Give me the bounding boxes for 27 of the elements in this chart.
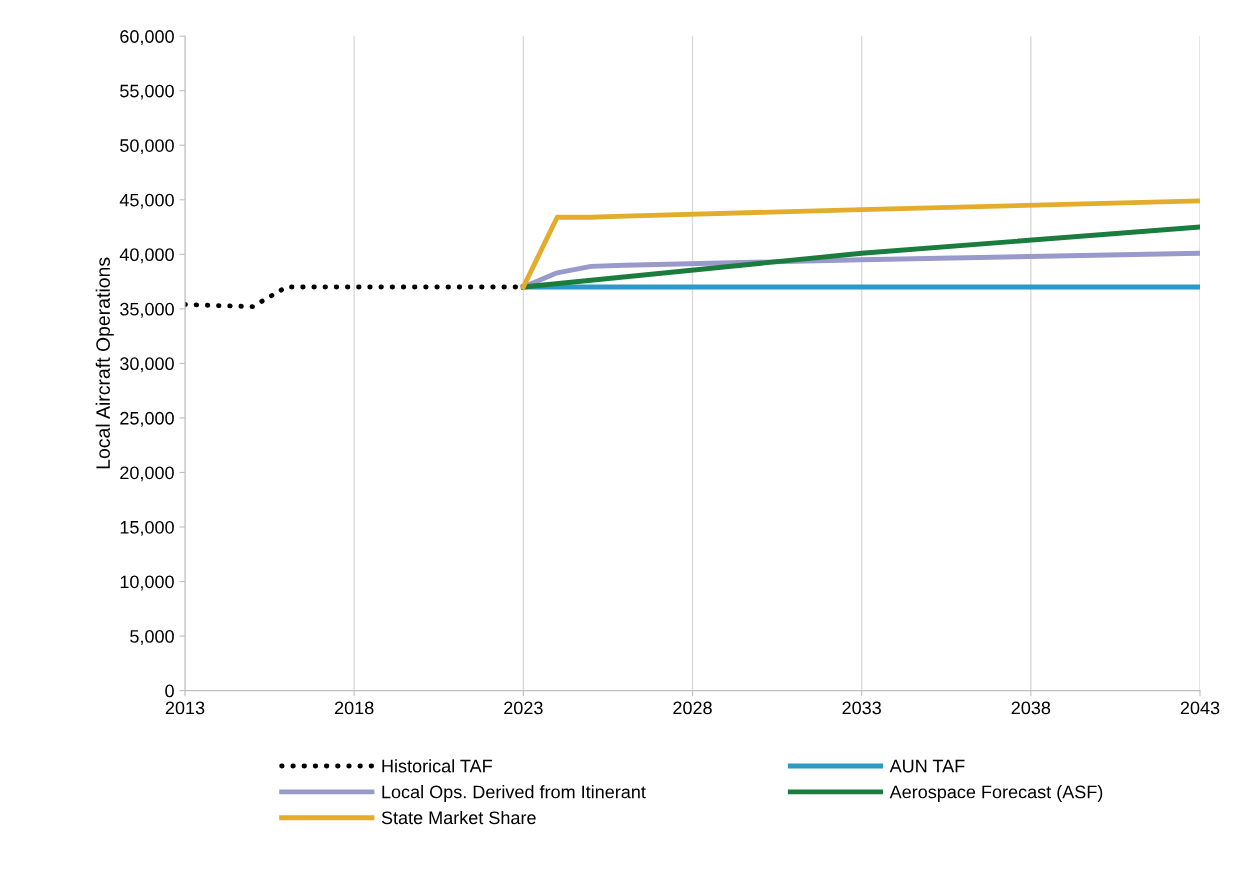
x-tick-label: 2023 bbox=[504, 701, 543, 715]
y-tick-label: 40,000 bbox=[119, 248, 174, 264]
legend-label: AUN TAF bbox=[889, 759, 965, 773]
x-tick-label: 2013 bbox=[165, 701, 205, 715]
x-tick-label: 2028 bbox=[673, 701, 712, 715]
legend-label: Local Ops. Derived from Itinerant bbox=[382, 785, 646, 802]
legend-label: State Market Share bbox=[381, 810, 536, 825]
y-tick-label: 55,000 bbox=[120, 84, 174, 100]
y-tick-label: 5,000 bbox=[130, 630, 174, 645]
line-series bbox=[520, 198, 1200, 290]
y-tick-label: 60,000 bbox=[120, 30, 174, 46]
y-tick-label: 50,000 bbox=[120, 139, 174, 155]
legend-label: Aerospace Forecast (ASF) bbox=[889, 785, 1103, 802]
x-tick-label: 2038 bbox=[1011, 701, 1051, 715]
x-tick-label: 2043 bbox=[1180, 701, 1220, 715]
y-tick-label: 30,000 bbox=[120, 357, 174, 373]
y-tick-label: 20,000 bbox=[120, 466, 174, 482]
y-tick-label: 15,000 bbox=[120, 520, 174, 536]
x-tick-label: 2018 bbox=[334, 701, 374, 715]
legend-label: Historical TAF bbox=[382, 759, 492, 773]
x-tick-label: 2033 bbox=[842, 701, 881, 715]
y-tick-label: 45,000 bbox=[119, 193, 174, 209]
y-tick-label: 10,000 bbox=[120, 575, 174, 591]
y-tick-label: 25,000 bbox=[120, 411, 174, 427]
y-tick-label: 35,000 bbox=[120, 302, 174, 318]
y-axis-title: Local Aircraft Operations bbox=[95, 257, 114, 469]
y-tick-label: 0 bbox=[165, 684, 174, 698]
